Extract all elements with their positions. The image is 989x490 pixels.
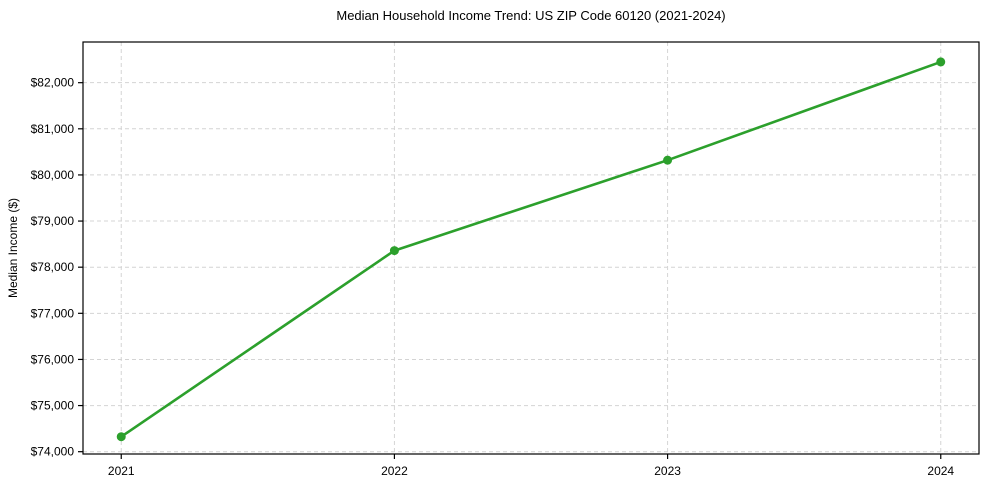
x-tick-label: 2022 xyxy=(381,464,408,478)
y-tick-label: $79,000 xyxy=(31,214,75,228)
y-tick-label: $81,000 xyxy=(31,122,75,136)
x-tick-label: 2024 xyxy=(927,464,954,478)
y-tick-label: $77,000 xyxy=(31,306,75,320)
chart-title: Median Household Income Trend: US ZIP Co… xyxy=(336,8,726,23)
y-axis-label: Median Income ($) xyxy=(6,197,20,299)
data-point xyxy=(116,432,126,442)
x-tick-label: 2021 xyxy=(108,464,135,478)
trend-line xyxy=(119,60,943,439)
data-point xyxy=(663,155,673,165)
x-tick-label: 2023 xyxy=(654,464,681,478)
y-tick-label: $82,000 xyxy=(31,76,75,90)
data-point xyxy=(389,246,399,256)
plot-border xyxy=(82,41,980,455)
data-point xyxy=(936,57,946,67)
y-tick-label: $80,000 xyxy=(31,168,75,182)
y-tick-label: $76,000 xyxy=(31,352,75,366)
y-tick-label: $75,000 xyxy=(31,399,75,413)
y-tick-label: $78,000 xyxy=(31,260,75,274)
y-tick-label: $74,000 xyxy=(31,445,75,459)
